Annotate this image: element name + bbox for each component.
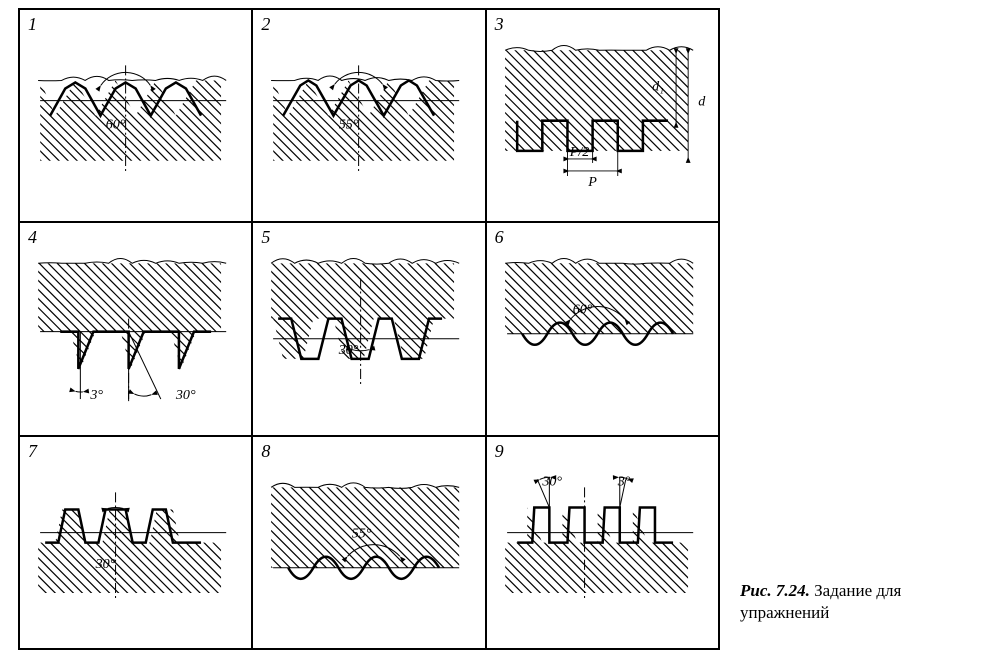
- cell-4: 43°30°: [19, 222, 252, 435]
- cell-7: 730°: [19, 436, 252, 649]
- svg-text:P: P: [587, 174, 597, 190]
- figure-number: Рис. 7.24.: [740, 581, 810, 600]
- thread-profile-grid: 160° 255° 3dd₁PP/2 43°30° 530° 660° 730°…: [19, 9, 719, 649]
- svg-text:30°: 30°: [175, 387, 196, 403]
- svg-text:d: d: [698, 94, 706, 110]
- svg-text:55°: 55°: [339, 117, 359, 133]
- cell-5: 530°: [252, 222, 485, 435]
- svg-text:30°: 30°: [338, 342, 359, 358]
- svg-text:d₁: d₁: [652, 79, 664, 95]
- svg-text:55°: 55°: [352, 525, 372, 541]
- svg-text:60°: 60°: [572, 302, 592, 318]
- svg-text:30°: 30°: [541, 473, 562, 489]
- figure-caption: Рис. 7.24. Задание для упражнений: [740, 580, 990, 624]
- cell-3: 3dd₁PP/2: [486, 9, 719, 222]
- svg-text:30°: 30°: [95, 555, 116, 571]
- svg-text:P/2: P/2: [568, 144, 589, 160]
- svg-text:60°: 60°: [106, 117, 126, 133]
- cell-1: 160°: [19, 9, 252, 222]
- svg-text:3°: 3°: [89, 387, 103, 403]
- cell-8: 855°: [252, 436, 485, 649]
- cell-9: 930°3°: [486, 436, 719, 649]
- cell-6: 660°: [486, 222, 719, 435]
- cell-2: 255°: [252, 9, 485, 222]
